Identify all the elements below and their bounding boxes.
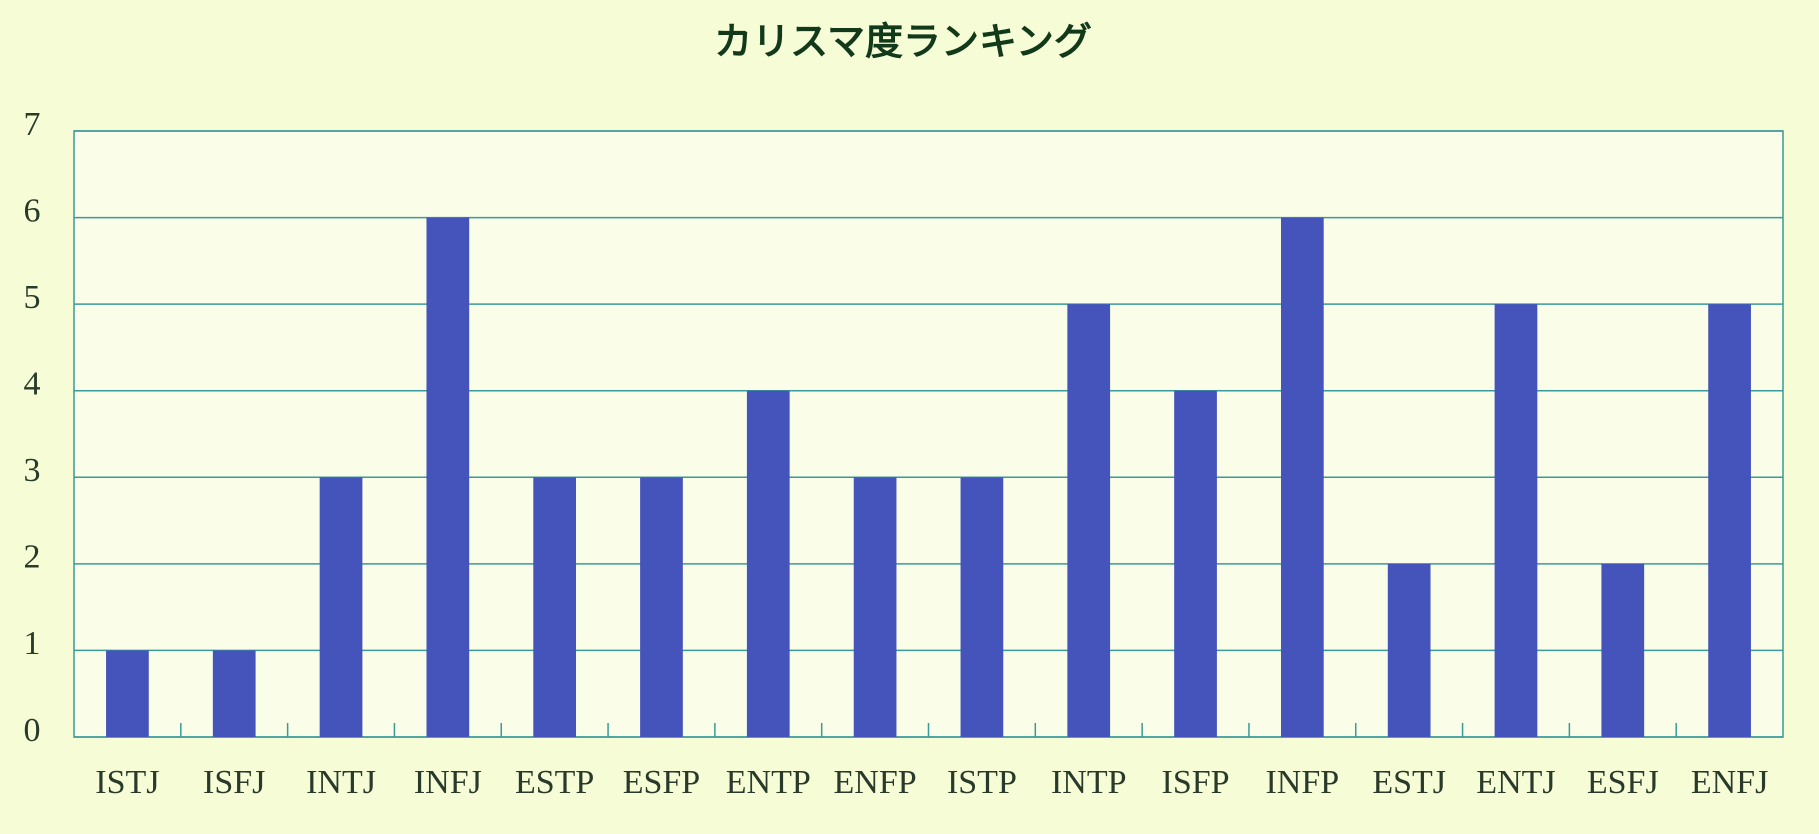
bar: [1067, 304, 1111, 737]
bar: [426, 217, 470, 738]
y-tick-label: 4: [24, 366, 41, 403]
x-tick-label: ESFP: [623, 764, 701, 801]
y-tick-label: 6: [24, 192, 41, 229]
bar: [1708, 304, 1751, 737]
x-tick-label: ENFP: [834, 764, 917, 801]
x-tick-label: ENTJ: [1476, 764, 1555, 801]
x-tick-label: ISTJ: [95, 764, 159, 801]
x-tick-label: ESTP: [515, 764, 594, 801]
bar: [319, 477, 363, 737]
bar: [1387, 563, 1431, 737]
x-tick-label: ENTP: [726, 764, 811, 801]
x-tick-label: ISFP: [1162, 764, 1230, 801]
x-tick-label: INTJ: [306, 764, 376, 801]
y-tick-label: 3: [24, 452, 41, 489]
x-tick-label: INTP: [1051, 764, 1127, 801]
bar: [853, 477, 897, 737]
bar: [746, 390, 790, 737]
bar: [1601, 563, 1645, 737]
x-tick-label: INFP: [1265, 764, 1339, 801]
x-tick-label: ESTJ: [1372, 764, 1446, 801]
y-tick-label: 0: [24, 712, 41, 749]
y-tick-label: 1: [24, 625, 41, 662]
bar: [960, 477, 1004, 737]
chart-title: カリスマ度ランキング: [714, 20, 1092, 64]
x-tick-label: ESFJ: [1587, 764, 1659, 801]
y-tick-label: 7: [24, 106, 41, 143]
bar: [640, 477, 683, 737]
x-tick-label: INFJ: [414, 764, 482, 801]
y-tick-label: 2: [24, 539, 41, 576]
bar: [1174, 390, 1217, 737]
bar: [1280, 217, 1324, 738]
x-tick-label: ISFJ: [203, 764, 265, 801]
bar: [212, 650, 256, 737]
bar: [106, 650, 149, 737]
y-tick-label: 5: [24, 279, 41, 316]
x-tick-label: ENFJ: [1691, 764, 1768, 801]
bar: [533, 477, 577, 737]
x-tick-label: ISTP: [947, 764, 1017, 801]
bar: [1494, 304, 1538, 737]
